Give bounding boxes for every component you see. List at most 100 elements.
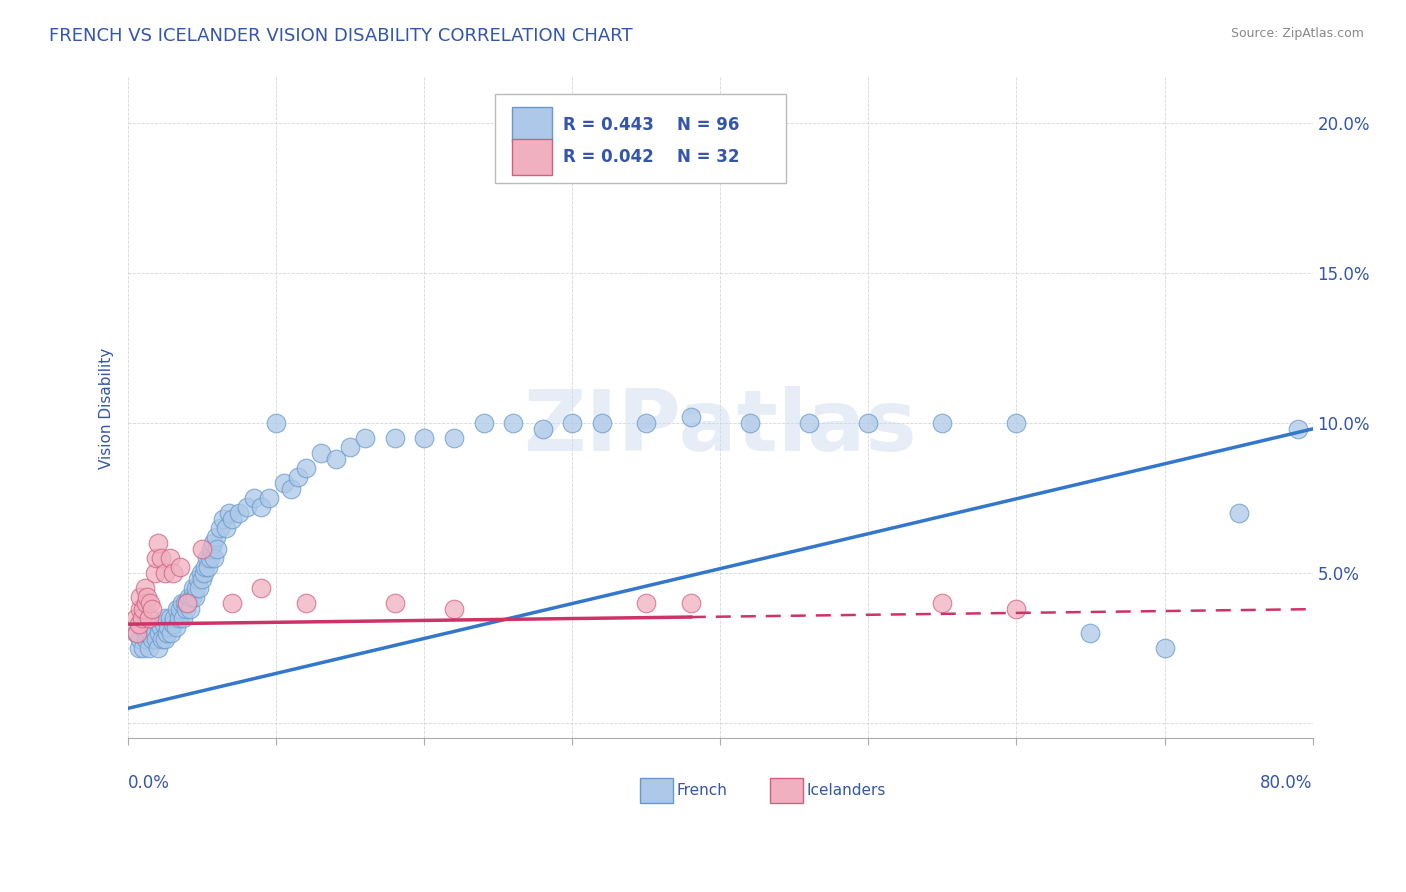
Point <box>212 512 235 526</box>
Text: N = 32: N = 32 <box>676 148 740 166</box>
Point <box>636 596 658 610</box>
Point <box>201 536 224 550</box>
Point <box>166 602 188 616</box>
Point <box>162 617 184 632</box>
Point <box>295 461 318 475</box>
Point <box>191 572 214 586</box>
Point <box>143 566 166 580</box>
Point <box>250 500 273 514</box>
Point <box>858 416 880 430</box>
Point <box>191 542 214 557</box>
Point <box>194 560 217 574</box>
Point <box>188 581 211 595</box>
Point <box>165 620 187 634</box>
Point <box>738 416 761 430</box>
Text: Source: ZipAtlas.com: Source: ZipAtlas.com <box>1230 27 1364 40</box>
Point <box>177 590 200 604</box>
Point <box>146 641 169 656</box>
Point <box>169 560 191 574</box>
Point <box>190 566 212 580</box>
Point <box>204 530 226 544</box>
Point <box>139 617 162 632</box>
Point <box>129 632 152 647</box>
Point <box>195 551 218 566</box>
Point <box>128 617 150 632</box>
Point <box>135 632 157 647</box>
Point <box>228 506 250 520</box>
Point <box>131 611 153 625</box>
Point <box>132 602 155 616</box>
Point <box>183 581 205 595</box>
Point <box>142 620 165 634</box>
Point <box>179 602 201 616</box>
Point <box>141 632 163 647</box>
Point <box>135 596 157 610</box>
Point <box>215 521 238 535</box>
Point <box>184 590 207 604</box>
Point <box>155 566 177 580</box>
Point <box>163 611 186 625</box>
Point <box>139 596 162 610</box>
Point <box>221 596 243 610</box>
Point <box>129 590 152 604</box>
Point <box>141 602 163 616</box>
Point <box>443 602 465 616</box>
Point <box>159 611 181 625</box>
Point <box>1005 416 1028 430</box>
Point <box>273 475 295 490</box>
Point <box>1286 422 1309 436</box>
Point <box>139 626 162 640</box>
Point <box>155 632 177 647</box>
Point <box>176 596 198 610</box>
Point <box>146 617 169 632</box>
Point <box>170 596 193 610</box>
Text: R = 0.443: R = 0.443 <box>562 116 654 134</box>
Point <box>193 566 215 580</box>
Point <box>172 611 194 625</box>
Point <box>162 566 184 580</box>
Text: 80.0%: 80.0% <box>1260 774 1313 792</box>
Point <box>309 446 332 460</box>
Point <box>591 416 613 430</box>
Point <box>250 581 273 595</box>
Point <box>134 581 156 595</box>
Point <box>931 596 953 610</box>
Point <box>200 542 222 557</box>
Point <box>198 551 221 566</box>
Point <box>443 431 465 445</box>
Point <box>1005 602 1028 616</box>
Point <box>1080 626 1102 640</box>
Point <box>287 470 309 484</box>
Point <box>150 632 173 647</box>
Point <box>136 590 159 604</box>
Point <box>384 596 406 610</box>
Point <box>186 581 208 595</box>
Point <box>208 521 231 535</box>
Text: French: French <box>676 783 727 798</box>
Point <box>127 626 149 640</box>
Point <box>152 617 174 632</box>
Y-axis label: Vision Disability: Vision Disability <box>100 347 114 468</box>
Point <box>180 590 202 604</box>
Point <box>502 416 524 430</box>
Point <box>129 602 152 616</box>
Point <box>679 596 702 610</box>
Point <box>1153 641 1175 656</box>
Point <box>156 626 179 640</box>
Point <box>145 551 167 566</box>
Point <box>197 560 219 574</box>
Point <box>202 551 225 566</box>
Point <box>146 536 169 550</box>
Point <box>149 620 172 634</box>
Point <box>799 416 821 430</box>
Point <box>257 491 280 505</box>
Point <box>160 626 183 640</box>
Text: Icelanders: Icelanders <box>807 783 886 798</box>
FancyBboxPatch shape <box>495 94 786 183</box>
Point <box>235 500 257 514</box>
FancyBboxPatch shape <box>640 778 673 803</box>
Point <box>148 626 170 640</box>
Point <box>325 452 347 467</box>
Point <box>149 551 172 566</box>
Point <box>280 482 302 496</box>
